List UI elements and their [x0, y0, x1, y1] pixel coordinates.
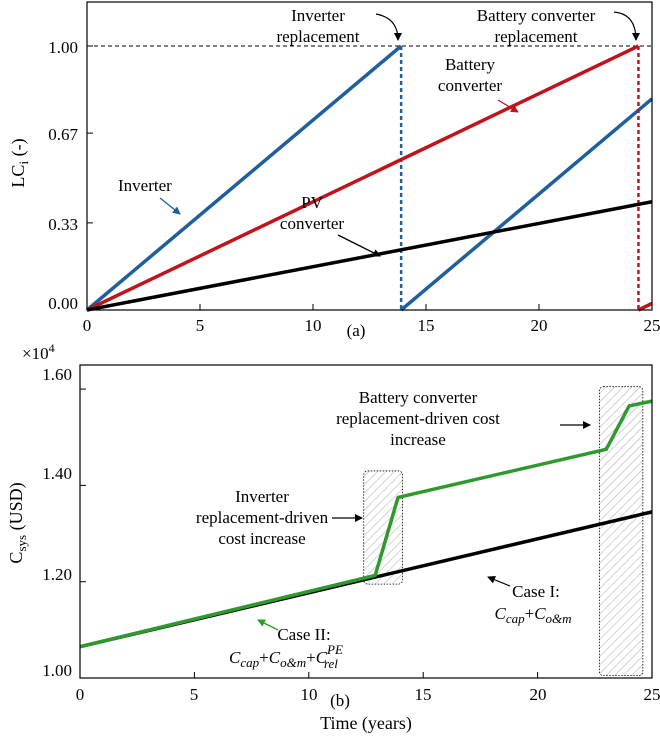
inverter-arrow: [159, 197, 181, 215]
a-ytick-label: 0.00: [48, 294, 78, 313]
a-ytick-label: 0.33: [48, 215, 78, 234]
b-ytick-label: 1.40: [42, 464, 72, 483]
inv-cost-line1: Inverter: [235, 487, 289, 506]
battery-line: [86, 44, 640, 312]
bat-cost-line3: increase: [390, 430, 446, 449]
pv-arrow: [337, 234, 381, 257]
a-xtick-label: 25: [644, 316, 660, 335]
inverter-replacement-arrow: [375, 13, 402, 41]
pv-label-line1: PV: [301, 193, 323, 212]
b-xtick-label: 10: [301, 685, 318, 704]
replacement-shaded-region: [363, 470, 404, 585]
b-plot-frame: [79, 364, 653, 679]
b-y-axis-title: Csys (USD): [6, 482, 29, 563]
case2-formula: Ccap+Co&m+CPE rel: [229, 642, 343, 671]
b-x-axis-title: Time (years): [320, 713, 412, 734]
a-x-ticks: 0 5 10 15 20 25: [83, 316, 660, 335]
a-xtick-label: 0: [83, 316, 92, 335]
b-xtick-label: 0: [76, 685, 85, 704]
case1-arrow: [487, 575, 511, 587]
case1-formula: Ccap+Co&m: [494, 604, 571, 626]
inv-cost-line3: cost increase: [218, 529, 305, 548]
a-xtick-label: 20: [531, 316, 548, 335]
a-xtick-label: 10: [305, 316, 322, 335]
battery-label-line1: Battery: [445, 55, 496, 74]
inverter-line-after-replacement: [400, 97, 654, 312]
b-shaded-regions: [363, 386, 644, 676]
b-panel-label: (b): [330, 691, 350, 710]
a-panel-label: (a): [347, 321, 366, 340]
battery-label-line2: converter: [438, 76, 503, 95]
a-y-ticks: 0.00 0.33 0.67 1.00: [48, 38, 78, 313]
replacement-shaded-region: [598, 386, 644, 676]
b-xtick-label: 20: [530, 685, 547, 704]
battery-line-after-replacement: [637, 301, 653, 312]
b-ytick-label: 1.20: [42, 565, 72, 584]
bat-cost-line2: replacement-driven cost: [336, 409, 500, 428]
panel-a: 0 5 10 15 20 25 0.00 0.33 0.67 1.00 LCi …: [8, 1, 660, 340]
inv-cost-line2: replacement-driven: [196, 508, 329, 527]
b-ytick-label: 1.00: [42, 661, 72, 680]
case1-title: Case I:: [512, 582, 560, 601]
a-ytick-label: 1.00: [48, 38, 78, 57]
case2-arrow: [257, 619, 279, 631]
a-xtick-label: 5: [196, 316, 205, 335]
panel-b: ×104 0 5 10 15 20 25 1.00 1.20 1.40 1.60…: [6, 341, 660, 734]
battery-replacement-line2: replacement: [494, 27, 577, 46]
a-marks: [85, 44, 654, 312]
b-ytick-label: 1.60: [42, 365, 72, 384]
battery-arrow: [497, 99, 519, 113]
inverter-line: [85, 44, 403, 312]
a-y-axis-title: LCi (-): [8, 138, 31, 187]
pv-line: [86, 200, 653, 312]
a-xtick-label: 15: [418, 316, 435, 335]
case2-line: [79, 399, 653, 649]
b-y-ticks: 1.00 1.20 1.40 1.60: [42, 365, 72, 680]
pv-label-line2: converter: [280, 214, 345, 233]
b-xtick-label: 25: [644, 685, 660, 704]
case2-title: Case II:: [277, 625, 330, 644]
a-plot-frame: [86, 1, 653, 311]
a-ytick-label: 0.67: [48, 125, 78, 144]
inverter-label: Inverter: [118, 176, 172, 195]
inverter-replacement-line1: Inverter: [291, 6, 345, 25]
b-xtick-label: 15: [415, 685, 432, 704]
b-x-ticks: 0 5 10 15 20 25: [76, 685, 660, 704]
battery-replacement-line1: Battery converter: [477, 6, 596, 25]
inverter-replacement-line2: replacement: [276, 27, 359, 46]
b-scale-note: ×104: [22, 341, 55, 363]
battery-replacement-arrow: [613, 11, 640, 41]
b-xtick-label: 5: [190, 685, 199, 704]
bat-cost-line1: Battery converter: [359, 388, 478, 407]
